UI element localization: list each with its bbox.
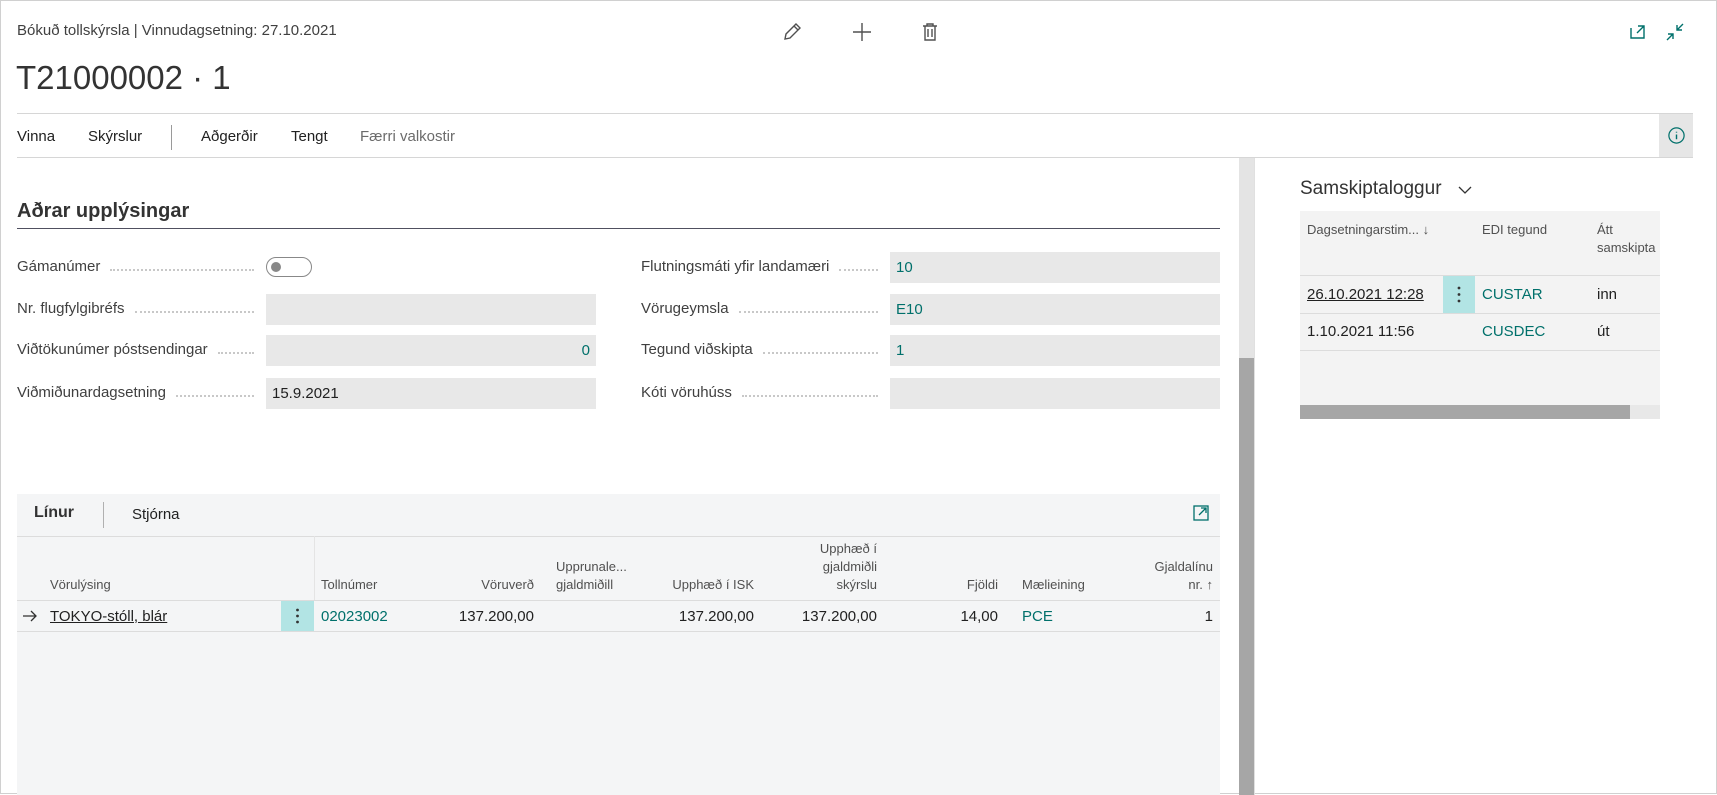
action-button[interactable]: Aðgerðir [201,128,258,145]
toggle-knob [271,262,281,272]
section-underline [17,228,1220,229]
column-header[interactable]: Fjöldi [966,577,998,592]
table-cell[interactable]: CUSDEC [1482,323,1546,340]
breadcrumb: Bókuð tollskýrsla | Vinnudagsetning: 27.… [17,22,337,39]
row-menu[interactable] [281,601,314,631]
tab[interactable]: Stjórna [132,506,180,523]
leader [839,269,878,271]
divider [1300,275,1660,276]
action-button[interactable]: Vinna [17,128,56,145]
leader [741,395,878,397]
section-title: Aðrar upplýsingar [17,200,190,222]
column-header[interactable]: Mælieining [1022,577,1085,592]
table-cell: 14,00 [960,608,998,625]
leader [110,269,254,271]
divider [1300,350,1660,351]
table-cell[interactable]: 26.10.2021 12:28 [1307,286,1424,303]
field-label: Nr. flugfylgibréfs [17,300,125,317]
field-label: Viðtökunúmer póstsendingar [17,341,208,358]
table-cell[interactable]: CUSTAR [1482,286,1543,303]
chevron[interactable] [1457,182,1473,198]
collapse-icon[interactable] [1665,22,1685,42]
edit-icon[interactable] [781,21,803,43]
column-header[interactable]: Upphæð í gjaldmiðli skýrslu [819,541,877,592]
field-label: Vörugeymsla [641,300,729,317]
leader [134,311,254,313]
leader [176,395,254,397]
column-header: Dagsetningarstim... ↓ [1307,222,1430,237]
action-button[interactable]: Skýrslur [88,128,143,145]
row-arrow [23,610,37,622]
field-label: Flutningsmáti yfir landamæri [641,258,830,275]
leader [762,352,878,354]
input-field[interactable]: 1 [890,335,1220,366]
tab-separator [103,502,104,528]
action-button[interactable]: Tengt [291,128,328,145]
field-value: 0 [581,342,590,359]
info-icon [1668,127,1685,144]
tab[interactable]: Línur [34,504,74,521]
input-field[interactable] [890,378,1220,409]
leader [217,352,254,354]
field-value[interactable]: 1 [896,342,905,359]
column-header: Átt samskipta [1597,222,1656,255]
field-label: Viðmiðunardagsetning [17,384,166,401]
input-field[interactable] [266,294,596,325]
divider [17,157,1693,158]
field-label: Kóti vöruhúss [641,384,732,401]
leader [738,311,878,313]
column-header[interactable]: Vöruverð [481,577,534,592]
divider [17,631,1220,632]
divider [17,536,1220,537]
input-field[interactable]: 10 [890,252,1220,283]
table-cell[interactable]: PCE [1022,608,1053,625]
table-cell: 137.200,00 [458,608,534,625]
table-cell[interactable]: 02023002 [321,608,388,625]
table-cell: 137.200,00 [801,608,877,625]
pane-divider [1254,158,1255,795]
factbox-table [1300,211,1660,419]
table-cell[interactable]: TOKYO-stóll, blár [50,608,168,625]
input-field[interactable]: 0 [266,335,596,366]
table-cell: út [1597,323,1610,340]
table-cell: 1 [1204,608,1213,625]
table-cell: inn [1597,286,1618,303]
action-separator [171,125,172,150]
new-icon[interactable] [851,21,873,43]
column-header[interactable]: Gjaldalínu nr. ↑ [1154,559,1213,592]
field-label: Tegund viðskipta [641,341,753,358]
divider [17,113,1693,114]
toggle[interactable] [266,257,312,277]
column-header[interactable]: Vörulýsing [50,577,111,592]
factbox-title[interactable]: Samskiptaloggur [1300,178,1442,199]
page-title: T21000002 · 1 [16,59,231,96]
field-label: Gámanúmer [17,258,101,275]
divider [17,600,1220,601]
row-menu[interactable] [1443,276,1475,313]
input-field[interactable]: E10 [890,294,1220,325]
table-cell[interactable]: 1.10.2021 11:56 [1307,323,1415,340]
delete-icon[interactable] [919,21,941,43]
field-value: 15.9.2021 [272,385,339,402]
scrollbar-thumb[interactable] [1239,358,1254,795]
lines-part [17,494,1220,795]
field-value[interactable]: 10 [896,259,913,276]
action-button[interactable]: Færri valkostir [360,128,456,145]
h-scrollbar-thumb[interactable] [1300,405,1630,419]
divider [1300,313,1660,314]
open-new-icon[interactable] [1628,22,1648,42]
field-value[interactable]: E10 [896,301,923,318]
expand-icon[interactable] [1192,504,1210,522]
column-header: EDI tegund [1482,222,1548,237]
info-button[interactable] [1659,114,1693,157]
input-field[interactable]: 15.9.2021 [266,378,596,409]
column-header[interactable]: Upphæð í ISK [672,577,754,592]
column-header[interactable]: Upprunale... gjaldmiðill [556,559,627,592]
table-cell: 137.200,00 [678,608,754,625]
divider [314,536,315,600]
column-header[interactable]: Tollnúmer [321,577,378,592]
